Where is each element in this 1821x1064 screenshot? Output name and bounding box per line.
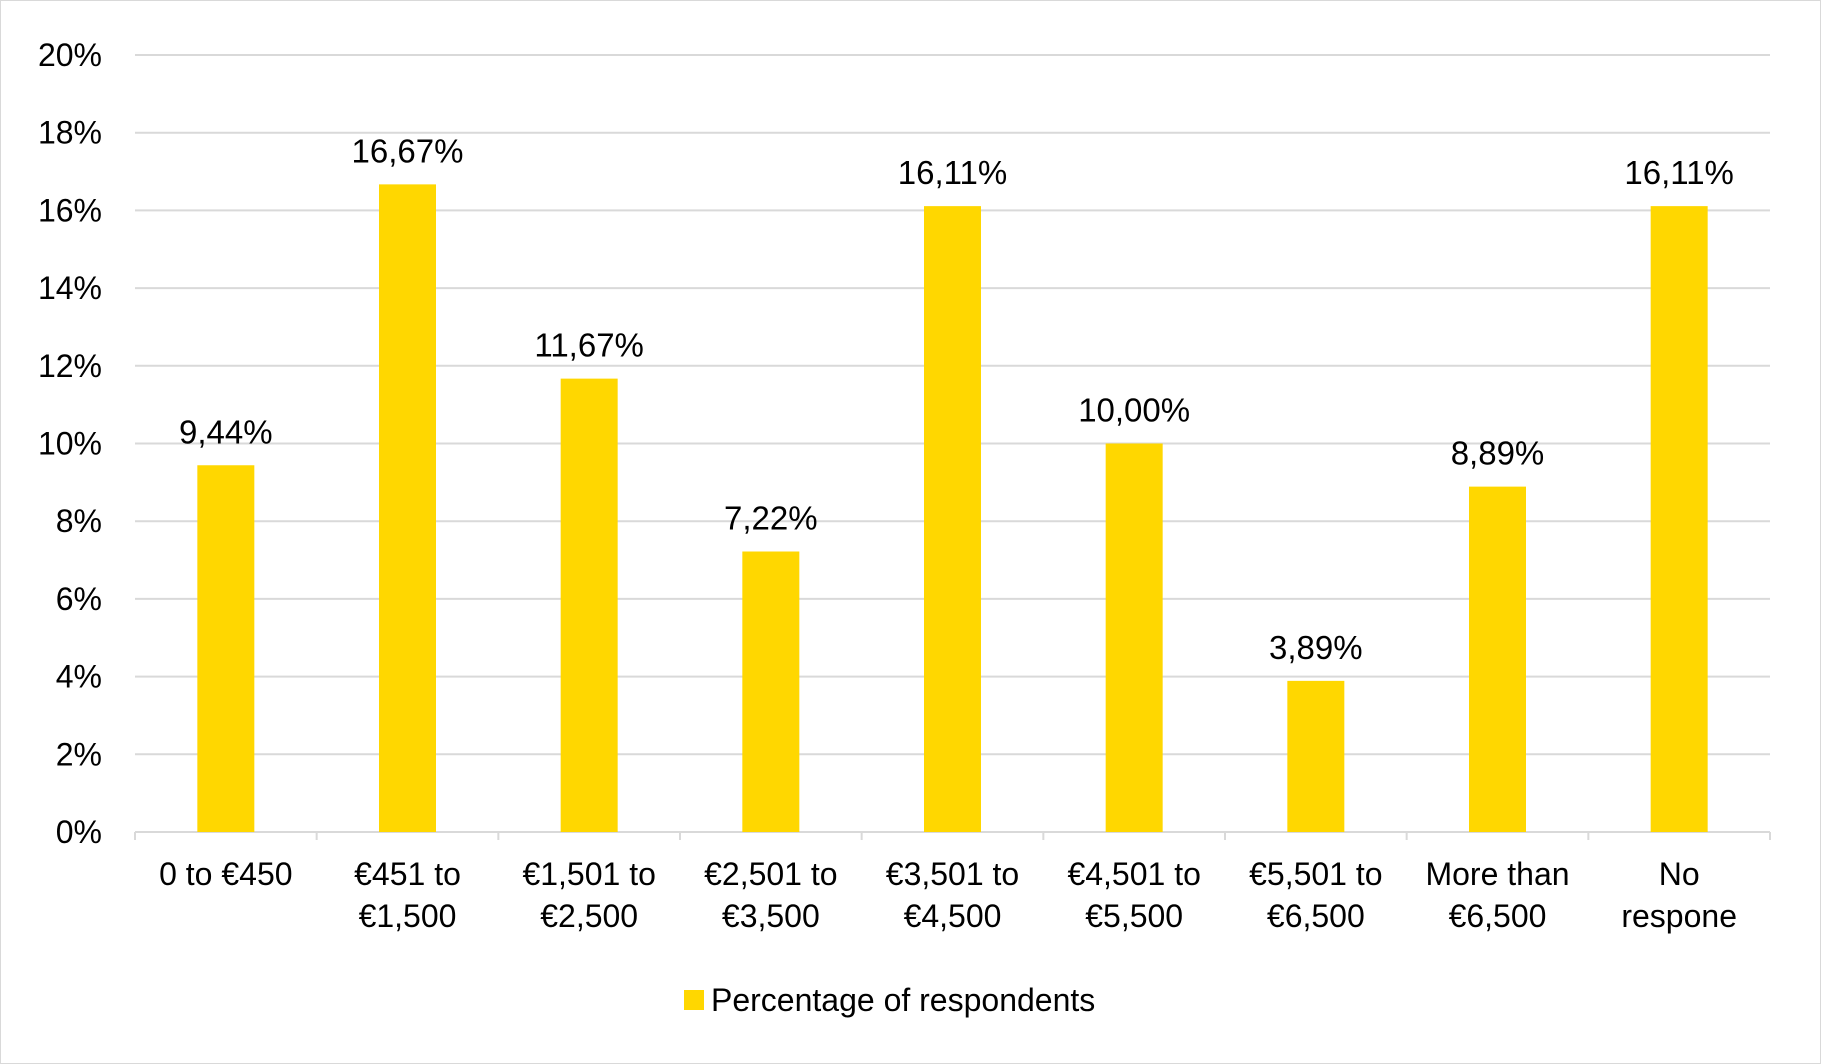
bar [1287, 680, 1345, 832]
x-category-label: €451 to €1,500 [354, 856, 461, 934]
y-axis-tick-labels: 0% 2% 4% 6% 8% 10% 12% 14% 16% 18% 20% [38, 37, 102, 850]
y-tick-label: 14% [38, 270, 102, 306]
x-axis-category-labels: 0 to €450 €451 to €1,500 €1,501 to €2,500 €2,… [159, 856, 1737, 934]
data-label: 8,89% [1451, 435, 1545, 472]
x-category-label: €2,501 to €3,500 [704, 856, 837, 934]
bar [742, 551, 800, 832]
y-tick-label: 8% [56, 503, 102, 539]
data-label: 9,44% [179, 413, 273, 450]
x-category-label-line: €4,500 [904, 898, 1002, 934]
data-label: 16,67% [352, 132, 464, 169]
x-category-label: €1,501 to €2,500 [522, 856, 655, 934]
x-category-label: 0 to €450 [159, 856, 292, 892]
x-category-label-line: €5,501 to [1249, 856, 1382, 892]
y-tick-label: 12% [38, 348, 102, 384]
x-category-label-line: €1,500 [359, 898, 457, 934]
data-label: 16,11% [898, 154, 1007, 191]
x-category-label: €3,501 to €4,500 [886, 856, 1019, 934]
x-category-label-line: €5,500 [1085, 898, 1183, 934]
y-tick-label: 6% [56, 581, 102, 617]
bar [924, 206, 981, 833]
x-category-label: More than €6,500 [1425, 856, 1569, 934]
bar [379, 184, 436, 833]
data-labels: 9,44% 16,67% 11,67% 7,22% 16,11% 10,00% 3,89% 8… [179, 132, 1734, 666]
x-category-label: No respone [1621, 856, 1737, 934]
y-tick-label: 2% [56, 736, 102, 772]
bar [1650, 206, 1708, 833]
data-label: 16,11% [1624, 154, 1733, 191]
bar [1469, 486, 1526, 832]
data-label: 7,22% [724, 500, 818, 537]
x-category-label-line: €451 to [354, 856, 461, 892]
x-category-label-line: €6,500 [1267, 898, 1365, 934]
y-tick-label: 16% [38, 192, 102, 228]
x-category-label-line: €2,501 to [704, 856, 837, 892]
x-category-label: €5,501 to €6,500 [1249, 856, 1382, 934]
x-category-label: €4,501 to €5,500 [1067, 856, 1200, 934]
x-category-label-line: More than [1425, 856, 1569, 892]
x-category-label-line: respone [1621, 898, 1737, 934]
y-tick-label: 18% [38, 115, 102, 151]
y-tick-label: 10% [38, 426, 102, 462]
data-label: 11,67% [534, 327, 643, 364]
x-category-label-line: €6,500 [1449, 898, 1547, 934]
x-category-label-line: 0 to €450 [159, 856, 292, 892]
data-label: 3,89% [1269, 629, 1363, 666]
x-category-label-line: €3,501 to [886, 856, 1019, 892]
bars [197, 184, 1708, 833]
bar [197, 465, 255, 832]
x-category-label-line: No [1659, 856, 1700, 892]
x-category-label-line: €1,501 to [522, 856, 655, 892]
legend: Percentage of respondents [684, 982, 1095, 1018]
legend-swatch [684, 990, 704, 1010]
x-axis [134, 831, 1771, 840]
bar [560, 378, 618, 832]
x-category-label-line: €2,500 [540, 898, 638, 934]
legend-label: Percentage of respondents [711, 982, 1095, 1018]
data-label: 10,00% [1078, 392, 1190, 429]
y-tick-label: 0% [56, 814, 102, 850]
bar [1105, 443, 1163, 832]
x-category-label-line: €3,500 [722, 898, 820, 934]
y-tick-label: 4% [56, 659, 102, 695]
y-tick-label: 20% [38, 37, 102, 73]
x-category-label-line: €4,501 to [1067, 856, 1200, 892]
